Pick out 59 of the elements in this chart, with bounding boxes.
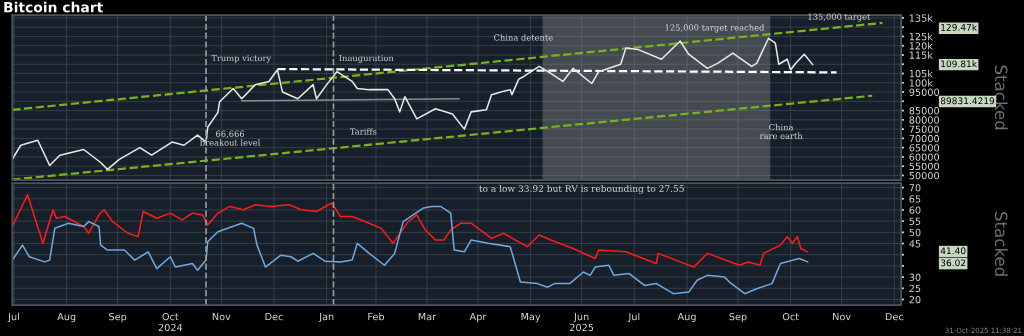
y-tick-label: 65	[909, 195, 921, 203]
text: 89831.4219	[940, 97, 995, 105]
y-tick-label: 70000	[909, 134, 940, 143]
y-tick-label: 20	[909, 295, 921, 304]
text: 41.40	[940, 247, 966, 255]
x-tick-label: May	[521, 313, 541, 323]
y-tick-label: 70	[909, 184, 921, 192]
ref-line-label: Inauguration	[339, 54, 394, 63]
x-tick-label: Aug	[57, 313, 76, 323]
y-tick-label: 65000	[909, 144, 940, 152]
text: 109.81k	[941, 60, 978, 68]
x-tick-label: Sep	[109, 312, 127, 323]
x-tick-label: Aug	[677, 313, 696, 323]
y-tick-label: 60000	[909, 153, 940, 161]
x-tick-label: Oct	[782, 312, 799, 321]
text: 129.47k	[941, 23, 978, 31]
annotation: China detente	[494, 34, 553, 41]
annotation: China rare earth	[759, 123, 803, 140]
annotation: 125,000 target reached	[665, 24, 765, 33]
chart-title: Bitcoin chart	[4, 1, 103, 13]
y-tick-label: 55000	[909, 162, 940, 171]
y-tick-label: 95000	[909, 88, 940, 96]
x-tick-label: Jul	[627, 312, 640, 323]
y-axis-title: Stacked	[994, 65, 1008, 130]
y-tick-label: 120k	[909, 42, 933, 50]
y-tick-label: 60	[909, 206, 921, 214]
x-tick-label: Dec	[885, 313, 904, 321]
x-tick-label: Feb	[368, 312, 385, 321]
y-tick-label: 105k	[909, 69, 933, 78]
annotation: 135,000 target	[808, 13, 871, 22]
x-tick-label: Jun 2025	[569, 313, 594, 332]
x-tick-label: Mar	[418, 313, 437, 321]
x-tick-label: Oct 2024	[158, 312, 183, 332]
annotation: 66,666 breakout level	[200, 130, 261, 146]
y-tick-label: 135k	[909, 14, 933, 22]
x-tick-label: Apr	[469, 313, 487, 323]
y-tick-label: 80000	[909, 116, 940, 124]
y-axis-title: Stacked	[994, 212, 1008, 276]
y-tick-label: 85000	[909, 107, 940, 115]
annotation: Tariffs	[349, 128, 377, 135]
x-tick-label: Nov	[212, 313, 231, 321]
text: 36.02	[940, 259, 966, 267]
x-tick-label: Dec	[265, 313, 283, 321]
x-tick-label: Nov	[833, 313, 851, 321]
y-tick-label: 100k	[909, 79, 933, 87]
y-tick-label: 125k	[909, 32, 933, 41]
x-tick-label: Sep	[729, 312, 747, 323]
y-tick-label: 115k	[909, 51, 933, 59]
y-tick-label: 25	[909, 284, 921, 293]
y-tick-label: 75000	[909, 125, 940, 133]
y-tick-label: 50000	[909, 171, 940, 180]
y-tick-label: 45	[909, 240, 921, 248]
annotation: to a low 33.92 but RV is rebounding to 27.55	[479, 184, 684, 194]
x-tick-label: Jul	[7, 312, 19, 323]
y-tick-label: 55	[909, 217, 921, 225]
x-tick-label: Jan	[318, 313, 334, 323]
ref-line-label: Trump victory	[211, 54, 272, 63]
y-tick-label: 30	[909, 273, 921, 281]
y-tick-label: 50	[909, 228, 921, 237]
